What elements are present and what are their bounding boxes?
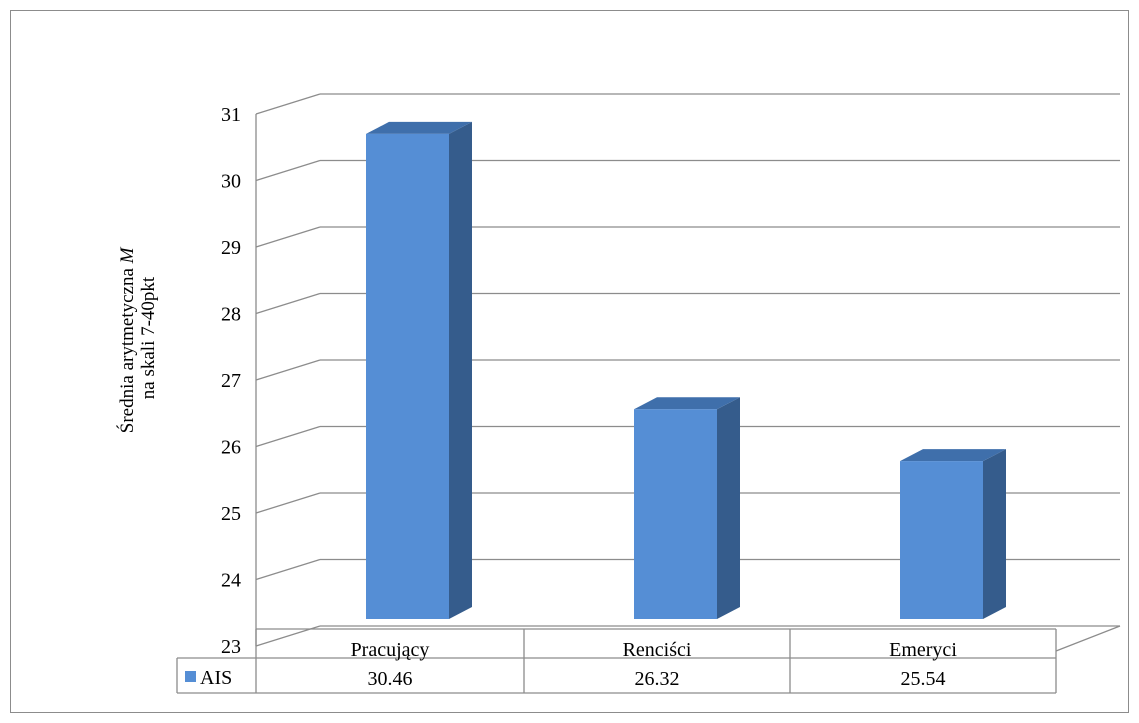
floor-edge (1055, 625, 1121, 652)
y-axis-label: Średnia arytmetyczna M na skali 7-40pkt (116, 243, 159, 433)
category-label: Emeryci (889, 639, 957, 661)
legend-label: AIS (200, 667, 232, 689)
y-tick-label: 28 (221, 304, 241, 326)
y-tick-label: 25 (221, 503, 241, 525)
category-label: Renciści (623, 639, 692, 661)
bars (366, 121, 1006, 619)
chart-frame: 23 24 25 26 27 28 29 30 31 Pracujący 30.46 Renciśc… (10, 10, 1129, 713)
bar (900, 461, 983, 619)
y-tick-label: 24 (221, 570, 241, 592)
bar-top (900, 449, 1006, 462)
y-axis-label-text: Średnia arytmetyczna (116, 263, 138, 433)
table-value: 30.46 (368, 668, 413, 690)
y-tick-label: 26 (221, 437, 241, 459)
gridline-side (255, 93, 321, 115)
bar-side (717, 397, 740, 619)
table-value: 26.32 (635, 668, 680, 690)
y-axis-label-italic: M (117, 246, 138, 264)
bar (634, 409, 717, 619)
gridline-side (255, 425, 321, 448)
y-axis-label-line1: Średnia arytmetyczna M (116, 246, 138, 433)
bar-side (449, 121, 472, 619)
gridline-side (255, 359, 321, 381)
gridline-side (255, 558, 321, 581)
bar (366, 133, 449, 619)
bar-side (983, 449, 1006, 619)
chart: 23 24 25 26 27 28 29 30 31 Pracujący 30.46 Renciśc… (116, 93, 1121, 694)
y-tick-label: 31 (221, 104, 241, 126)
bar-top (366, 121, 472, 134)
legend-swatch (185, 671, 196, 682)
gridline-side (255, 492, 321, 514)
gridline-side (255, 292, 321, 315)
y-tick-label: 23 (221, 636, 241, 658)
bar-top (634, 397, 740, 410)
data-table: Pracujący 30.46 Renciści 26.32 Emeryci 25.54 A… (176, 628, 1057, 694)
gridline-side (255, 159, 321, 182)
category-label: Pracujący (351, 639, 430, 661)
y-axis: 23 24 25 26 27 28 29 30 31 (221, 104, 1121, 658)
y-tick-label: 30 (221, 171, 241, 193)
table-value: 25.54 (901, 668, 946, 690)
y-tick-label: 27 (221, 370, 241, 392)
y-axis-label-line2: na skali 7-40pkt (138, 276, 159, 399)
gridline-side (255, 226, 321, 248)
y-tick-label: 29 (221, 237, 241, 259)
